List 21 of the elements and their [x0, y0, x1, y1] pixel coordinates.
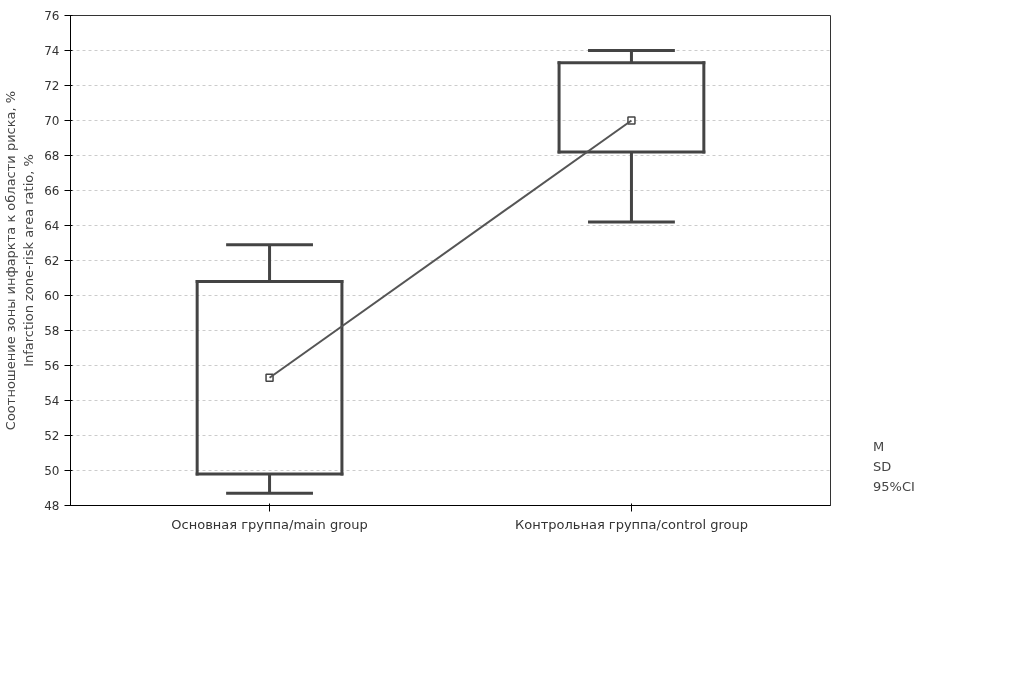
y-tick-label: 62 [44, 254, 60, 268]
y-tick-label: 74 [44, 44, 60, 58]
text: SD [873, 458, 893, 474]
y-tick-label: 50 [44, 464, 60, 478]
text: M [873, 438, 886, 454]
y-tick-label: 68 [44, 149, 60, 163]
y-axis-title: Соотношение зоны инфаркта к области риска, % Infarction zone-risk area ratio, % [3, 90, 37, 431]
y-tick-label: 48 [44, 499, 60, 513]
y-tick-label: 70 [44, 114, 60, 128]
y-tick-label: 54 [44, 394, 60, 408]
y-tick-label: 76 [44, 9, 60, 23]
y-tick-label: 66 [44, 184, 60, 198]
y-tick-label: 58 [44, 324, 60, 338]
y-tick-label: 64 [44, 219, 60, 233]
y-tick-label: 52 [44, 429, 60, 443]
y-tick-label: 56 [44, 359, 60, 373]
y-tick-label: 72 [44, 79, 60, 93]
text: 95%CI [873, 478, 915, 494]
x-tick-label: Контрольная группа/control group [514, 516, 748, 532]
y-tick-label: 60 [44, 289, 60, 303]
x-tick-label: Основная группа/main group [171, 516, 368, 532]
